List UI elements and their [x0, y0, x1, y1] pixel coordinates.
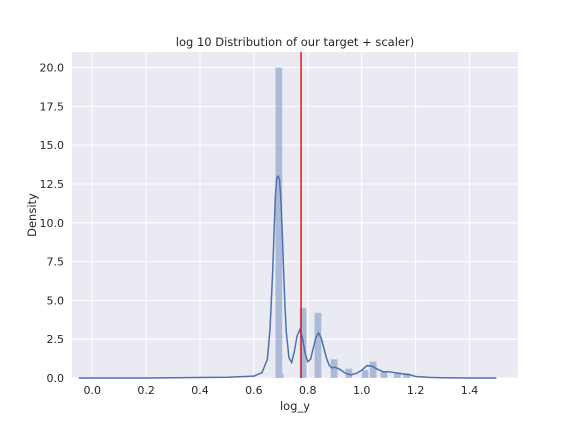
histogram-bar — [330, 359, 338, 378]
x-tick-label: 1.2 — [407, 384, 425, 397]
x-tick-label: 0.4 — [191, 384, 209, 397]
x-tick-label: 0.8 — [299, 384, 317, 397]
y-axis-ticks: 0.0 2.5 5.0 7.5 10.0 12.5 15.0 17.5 20.0 — [40, 62, 65, 385]
histogram-bar — [345, 368, 353, 378]
y-tick-label: 5.0 — [47, 294, 65, 307]
histogram-bar — [380, 371, 388, 378]
histogram-bar — [369, 361, 377, 378]
y-tick-label: 12.5 — [40, 178, 65, 191]
x-axis-ticks: 0.0 0.2 0.4 0.6 0.8 1.0 1.2 1.4 — [83, 384, 478, 397]
plot-area — [72, 52, 518, 378]
y-tick-label: 15.0 — [40, 139, 65, 152]
histogram-bar — [394, 372, 401, 378]
x-tick-label: 0.2 — [137, 384, 155, 397]
histogram-bar — [282, 373, 284, 378]
y-tick-label: 17.5 — [40, 100, 65, 113]
chart-title: log 10 Distribution of our target + scal… — [176, 35, 414, 49]
y-tick-label: 7.5 — [47, 256, 65, 269]
x-tick-label: 1.0 — [353, 384, 371, 397]
x-tick-label: 0.0 — [83, 384, 101, 397]
y-tick-label: 20.0 — [40, 62, 65, 75]
histogram-bar — [275, 67, 283, 379]
histogram-bar — [314, 312, 322, 378]
x-axis-label: log_y — [280, 399, 310, 413]
x-tick-label: 1.4 — [461, 384, 479, 397]
kde-curve — [78, 174, 497, 379]
histogram-bar — [403, 373, 411, 378]
y-tick-label: 10.0 — [40, 217, 65, 230]
x-tick-label: 0.6 — [245, 384, 263, 397]
y-axis-label: Density — [25, 193, 39, 237]
y-tick-label: 2.5 — [47, 333, 65, 346]
y-tick-label: 0.0 — [47, 372, 65, 385]
histogram-bar — [361, 370, 369, 378]
